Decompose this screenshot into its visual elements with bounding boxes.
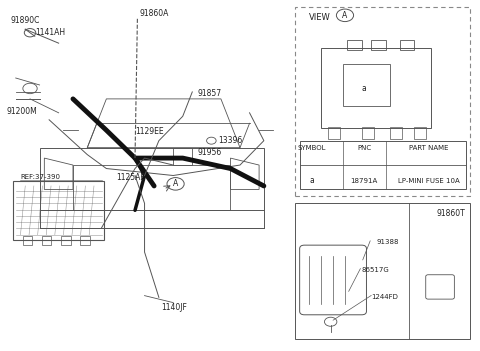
Bar [390, 127, 402, 139]
Bar [400, 40, 414, 50]
Text: 1141AH: 1141AH [35, 28, 65, 37]
Text: a: a [309, 176, 314, 185]
Text: 1125AE: 1125AE [116, 173, 145, 182]
Text: 1140JF: 1140JF [161, 303, 187, 312]
Text: REF:37-390: REF:37-390 [21, 174, 60, 180]
Text: VIEW: VIEW [309, 13, 331, 21]
Bar [295, 203, 470, 339]
Bar [300, 141, 466, 190]
Text: 91388: 91388 [376, 239, 398, 245]
Text: A: A [342, 11, 348, 20]
Text: 91860T: 91860T [437, 209, 466, 218]
Text: 91200M: 91200M [6, 107, 37, 115]
Bar [173, 148, 192, 165]
Text: 91857: 91857 [197, 89, 221, 98]
Text: 91956: 91956 [197, 148, 221, 157]
Bar [414, 127, 426, 139]
Text: 91860A: 91860A [140, 9, 169, 18]
Text: 1129EE: 1129EE [135, 127, 164, 137]
Text: PNC: PNC [357, 145, 371, 151]
Text: 86517G: 86517G [362, 266, 389, 272]
Text: 91890C: 91890C [11, 16, 40, 25]
Bar [80, 237, 90, 245]
Bar [23, 237, 33, 245]
Bar [328, 127, 340, 139]
Bar [61, 237, 71, 245]
Text: 18791A: 18791A [350, 178, 378, 184]
Text: SYMBOL: SYMBOL [297, 145, 326, 151]
Text: A: A [173, 179, 178, 188]
Text: 13396: 13396 [218, 136, 243, 145]
Bar [42, 237, 51, 245]
Text: 1244FD: 1244FD [371, 294, 398, 300]
Text: PART NAME: PART NAME [409, 145, 448, 151]
Text: a: a [362, 84, 366, 93]
Bar [371, 40, 385, 50]
Bar [343, 64, 390, 106]
Bar [348, 40, 362, 50]
Text: LP-MINI FUSE 10A: LP-MINI FUSE 10A [397, 178, 459, 184]
Bar [362, 127, 373, 139]
